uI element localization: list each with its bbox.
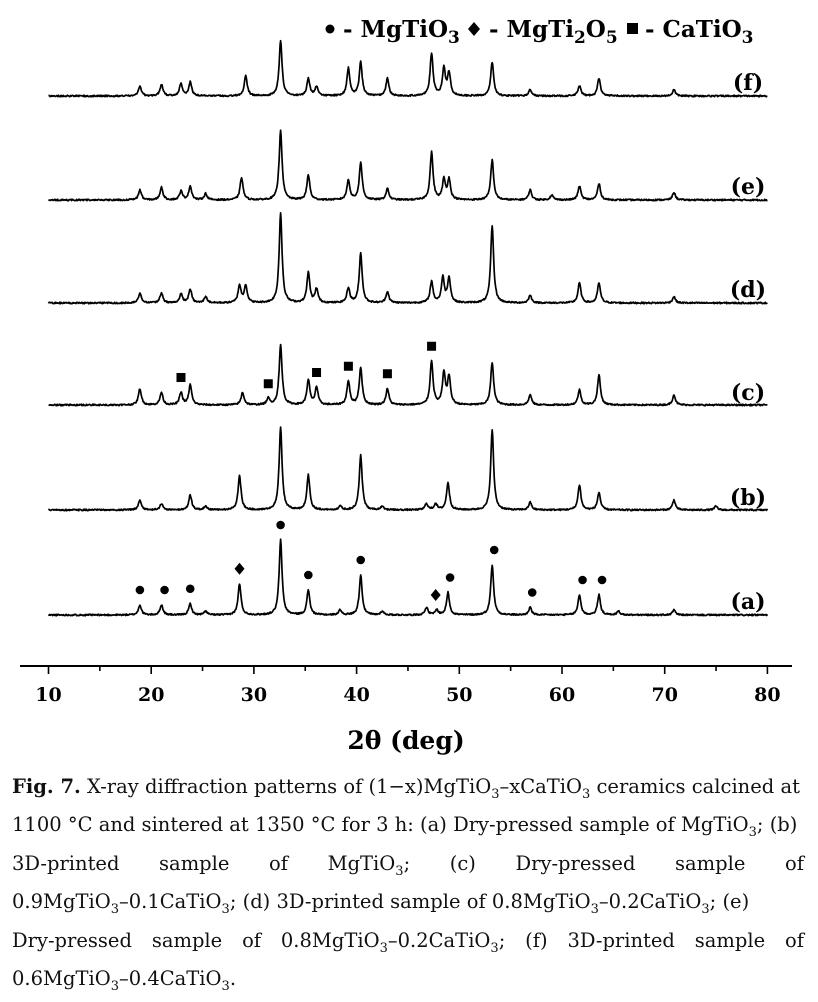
series-label: (d) (730, 277, 766, 303)
peak-marker-square (263, 379, 273, 389)
peak-marker-circle (597, 575, 607, 585)
series-line-e (47, 129, 768, 202)
peak-marker-circle (160, 585, 169, 595)
series-line-a (47, 538, 769, 617)
series-line-f (48, 39, 768, 98)
peak-marker-circle (489, 545, 499, 555)
x-tick-label: 30 (241, 684, 267, 706)
peak-marker-square (312, 368, 322, 377)
caption-line1-text: X-ray diffraction patterns of (1−x)MgTiO… (87, 775, 800, 802)
peak-marker-circle (276, 520, 285, 530)
peak-marker-diamond (234, 562, 245, 575)
series-line-d (47, 212, 768, 305)
x-tick-label: 70 (651, 684, 677, 706)
x-tick-label: 20 (138, 684, 164, 706)
peak-marker-circle (135, 585, 145, 595)
peak-marker-square (382, 369, 392, 379)
series-line-b (47, 426, 769, 512)
series-label: (f) (733, 70, 763, 96)
peak-marker-diamond (430, 589, 441, 601)
peak-marker-circle (356, 555, 366, 565)
legend-label-catio3: - CaTiO3 (645, 16, 754, 48)
caption-line4: 0.9MgTiO3–0.1CaTiO3; (d) 3D-printed samp… (12, 890, 750, 918)
x-axis: 10 20 30 40 50 60 70 80 (20, 665, 792, 706)
x-tick-label: 10 (35, 684, 61, 706)
legend-label-mgtio3: - MgTiO3 (343, 16, 460, 48)
caption-line3: 3D-printed sample of MgTiO3; (c) Dry-pre… (12, 851, 804, 879)
peak-marker-circle (445, 573, 455, 582)
x-tick-label: 40 (343, 684, 369, 706)
caption-line2: 1100 °C and sintered at 1350 °C for 3 h:… (12, 813, 798, 841)
peak-marker-circle (185, 584, 195, 594)
x-tick-label: 60 (549, 684, 575, 706)
figure-caption: Fig. 7. X-ray diffraction patterns of (1… (12, 772, 804, 1002)
legend-diamond-marker (468, 22, 480, 36)
xrd-chart: - MgTiO3 - MgTi2O5 - CaTiO3 (a) (b) (c) (d)… (20, 16, 792, 755)
x-tick-label: 50 (446, 684, 472, 706)
legend-circle-marker (325, 24, 335, 34)
series-label: (e) (731, 174, 766, 200)
legend-label-mgti2o5: - MgTi2O5 (489, 16, 618, 48)
series-label: (c) (731, 380, 765, 406)
series-line-c (48, 343, 768, 407)
peak-marker-circle (304, 570, 313, 580)
peak-marker-square (176, 373, 186, 382)
legend: - MgTiO3 - MgTi2O5 - CaTiO3 (325, 16, 754, 48)
caption-fig-label: Fig. 7. (12, 775, 81, 798)
x-axis-label: 2θ (deg) (347, 726, 464, 755)
peak-marker-circle (578, 575, 587, 585)
peak-marker-circle (527, 588, 537, 597)
peak-marker-square (427, 341, 437, 351)
legend-square-marker (627, 23, 638, 34)
traces: (a) (b) (c) (d) (e) (f) (47, 39, 769, 617)
caption-line5: Dry-pressed sample of 0.8MgTiO3–0.2CaTiO… (12, 928, 804, 956)
series-label: (a) (730, 589, 765, 615)
peak-marker-square (343, 361, 353, 371)
series-label: (b) (730, 485, 766, 511)
x-tick-label: 80 (754, 684, 780, 706)
caption-line6: 0.6MgTiO3–0.4CaTiO3. (12, 966, 237, 994)
